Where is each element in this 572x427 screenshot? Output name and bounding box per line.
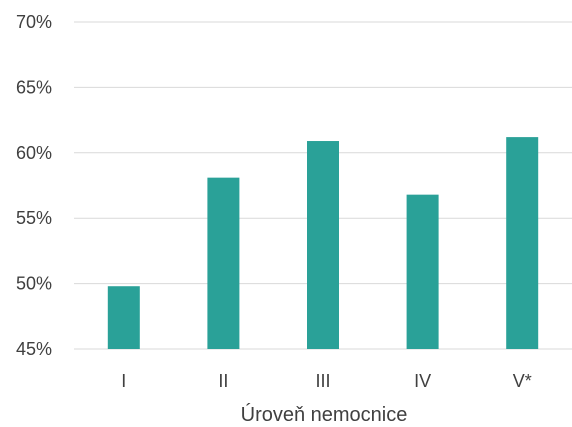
- bars: [107, 137, 539, 349]
- x-tick-label: IV: [414, 371, 431, 391]
- y-tick-label: 65%: [16, 77, 52, 97]
- x-tick-label: II: [218, 371, 228, 391]
- x-axis-tick-labels: I II III IV V*: [121, 371, 531, 391]
- y-tick-label: 45%: [16, 339, 52, 359]
- bar-v: [506, 137, 539, 349]
- bar-iii: [307, 141, 339, 349]
- bar-i: [107, 286, 140, 349]
- y-tick-label: 50%: [16, 274, 52, 294]
- bar-iv: [406, 194, 439, 349]
- bar-ii: [207, 177, 240, 349]
- y-tick-label: 55%: [16, 208, 52, 228]
- y-axis-tick-labels: 45% 50% 55% 60% 65% 70%: [16, 12, 52, 359]
- y-tick-label: 60%: [16, 143, 52, 163]
- x-tick-label: I: [121, 371, 126, 391]
- x-tick-label: III: [315, 371, 330, 391]
- x-axis-title: Úroveň nemocnice: [241, 403, 408, 426]
- y-tick-label: 70%: [16, 12, 52, 32]
- x-tick-label: V*: [513, 371, 532, 391]
